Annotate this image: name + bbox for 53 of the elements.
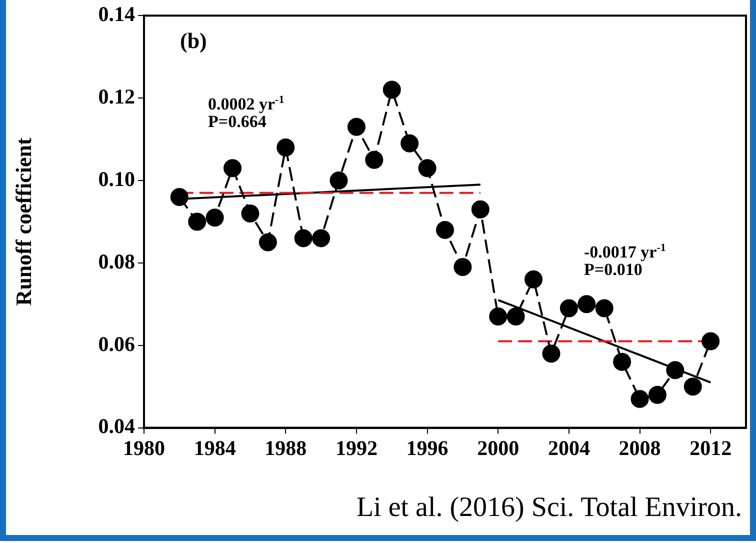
annotation: (b) — [180, 28, 207, 54]
point — [506, 308, 525, 326]
point — [648, 386, 666, 404]
point — [471, 200, 490, 218]
text: Li et al. (2016) Sci. Total Environ. — [356, 492, 742, 524]
point — [542, 344, 560, 363]
annotation: P=0.664 — [208, 112, 266, 132]
x-tick-label: 2008 — [618, 436, 661, 460]
point — [684, 378, 702, 396]
point — [489, 308, 508, 326]
x-tick-label: 1988 — [264, 436, 307, 460]
point — [630, 390, 649, 408]
annotation: 0.0002 yr$^{-1}$ — [208, 93, 284, 115]
point — [418, 159, 436, 178]
point — [312, 229, 330, 248]
point — [613, 352, 632, 371]
y-tick-label: 0.12 — [98, 84, 135, 108]
point — [294, 229, 312, 248]
point — [560, 299, 578, 318]
point — [578, 295, 596, 314]
point — [400, 134, 419, 152]
x-tick-label: 2012 — [690, 436, 732, 460]
point — [524, 270, 543, 288]
x-tick-label: 1996 — [406, 436, 448, 460]
y-tick-label: 0.08 — [98, 249, 135, 274]
point — [436, 220, 454, 239]
point — [595, 299, 614, 318]
point — [382, 80, 401, 99]
point — [258, 233, 277, 252]
point — [188, 212, 206, 231]
x-tick-label: 1980 — [123, 436, 165, 460]
point — [241, 204, 260, 222]
x-tick-label: 2004 — [548, 436, 590, 460]
x-tick-label: 2000 — [477, 436, 520, 460]
point — [666, 361, 684, 380]
x-tick-label: 1984 — [194, 436, 236, 460]
y-tick-label: 0.06 — [98, 332, 135, 356]
point — [170, 188, 188, 206]
y-tick-label: 0.10 — [98, 166, 135, 191]
point — [702, 332, 720, 350]
x-tick-label: 1992 — [335, 436, 378, 460]
y-tick-label: 0.14 — [98, 2, 136, 26]
point — [206, 208, 224, 227]
point — [330, 171, 348, 190]
point — [365, 150, 384, 169]
point — [224, 159, 242, 178]
point — [347, 118, 366, 136]
point — [454, 258, 472, 276]
annotation: -0.0017 yr$^{-1}$ — [584, 241, 666, 263]
annotation: P=0.010 — [584, 260, 642, 280]
y-axis-title: Runoff coefficient — [10, 137, 36, 306]
point — [276, 138, 295, 157]
y-tick-label: 0.04 — [98, 414, 136, 438]
